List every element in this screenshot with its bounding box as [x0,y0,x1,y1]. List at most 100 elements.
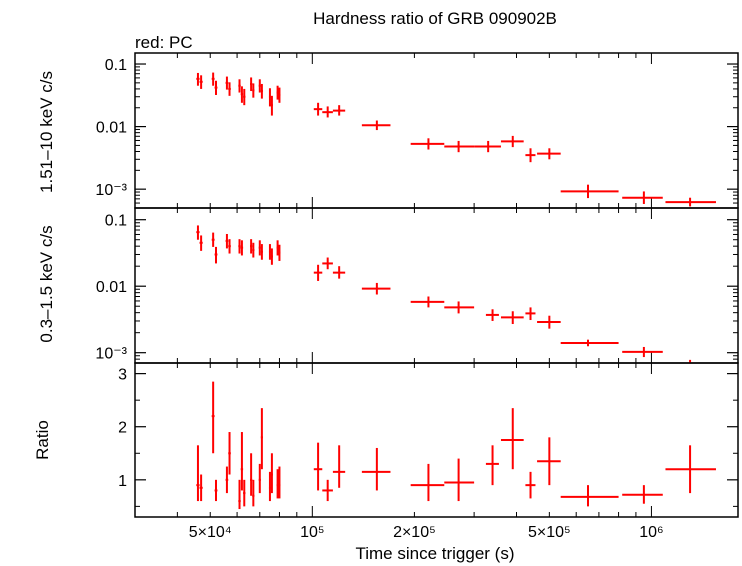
data-point [537,148,561,160]
x-tick-label: 10⁶ [639,524,663,541]
data-point [225,76,229,90]
data-point [560,184,619,199]
data-point [500,135,524,148]
data-point [525,307,536,321]
y-tick-label: 3 [118,367,127,384]
data-point [485,309,499,321]
data-point [560,485,619,507]
data-point [196,445,200,502]
data-point [196,225,200,240]
data-point [622,485,663,504]
data-point [622,191,663,204]
panel-hard-frame [134,52,739,209]
data-point [665,445,716,494]
panel-soft: 0.1 0.01 10⁻³ [95,207,739,364]
data-point [313,102,323,116]
data-point [332,105,346,116]
data-point [332,266,346,279]
data-point [196,72,200,86]
data-point [270,248,273,265]
data-point [258,463,261,494]
data-point [228,432,231,475]
data-point [250,453,253,496]
data-point [260,244,263,260]
data-point [211,232,215,247]
data-point [474,140,501,153]
data-point [525,148,536,163]
y-tick-label: 2 [118,420,127,437]
data-point [250,77,253,92]
data-point [313,442,323,491]
y-tick-label: 0.01 [96,279,127,296]
panel-soft-ylabel: 0.3–1.5 keV c/s [37,225,56,342]
data-point [240,240,244,256]
data-point [260,408,263,470]
data-point [243,88,246,106]
data-point [500,311,524,325]
data-point [361,120,391,131]
data-point [268,88,271,107]
data-point [252,479,255,507]
data-point [276,85,279,100]
data-point [444,140,475,153]
data-point [199,75,203,89]
y-tick-label: 0.01 [96,120,127,137]
x-tick-label: 2×10⁵ [393,524,436,541]
data-point [238,79,241,93]
data-point [268,471,271,502]
data-point [243,479,246,507]
data-point [332,445,346,488]
y-tick-label: 0.1 [105,57,127,74]
data-point [270,453,273,494]
data-point [270,95,273,116]
data-point [238,479,241,510]
data-point [525,471,536,499]
data-point [276,240,279,256]
data-point [361,447,391,491]
data-point [214,246,218,264]
x-tick-label: 5×10⁵ [528,524,571,541]
data-point [211,381,215,454]
data-point [560,339,619,347]
data-point [228,82,231,96]
data-point [322,106,333,118]
panel-hard: 0.1 0.01 10⁻³ [95,52,739,209]
data-point [500,408,524,470]
data-point [537,315,561,329]
data-point [258,240,261,256]
y-tick-label: 0.1 [105,213,127,230]
data-point [410,296,445,308]
y-tick-label: 10⁻³ [95,346,127,363]
data-point [444,458,475,502]
y-tick-label: 1 [118,473,127,490]
legend-label: red: PC [135,33,193,52]
data-point [537,437,561,486]
x-axis-label: Time since trigger (s) [355,544,514,563]
data-point [485,445,499,486]
data-point [238,239,241,254]
data-point [410,463,445,502]
data-point [313,264,323,281]
x-tick-label: 10⁵ [300,524,324,541]
data-point [665,197,716,207]
chart-panels: 0.1 0.01 10⁻³ 0.1 0.01 10⁻³ 1 2 3 5×10⁴ 10⁵ 2×10⁵ 5×… [95,52,739,541]
data-point [240,86,244,103]
data-point [278,466,281,499]
data-point [278,244,281,261]
data-point [214,479,218,502]
panel-soft-frame [134,207,739,364]
data-point [278,87,281,103]
panel-ratio-ylabel: Ratio [33,420,52,460]
data-point [228,239,231,254]
data-point [322,479,333,502]
data-point [252,83,255,98]
data-point [268,244,271,260]
data-point [225,466,229,494]
chart-title: Hardness ratio of GRB 090902B [313,9,557,28]
data-point [199,235,203,251]
panel-ratio: 1 2 3 5×10⁴ 10⁵ 2×10⁵ 5×10⁵ 10⁶ [118,362,739,541]
data-point [410,138,445,150]
data-point [361,282,391,295]
data-point [622,346,663,358]
